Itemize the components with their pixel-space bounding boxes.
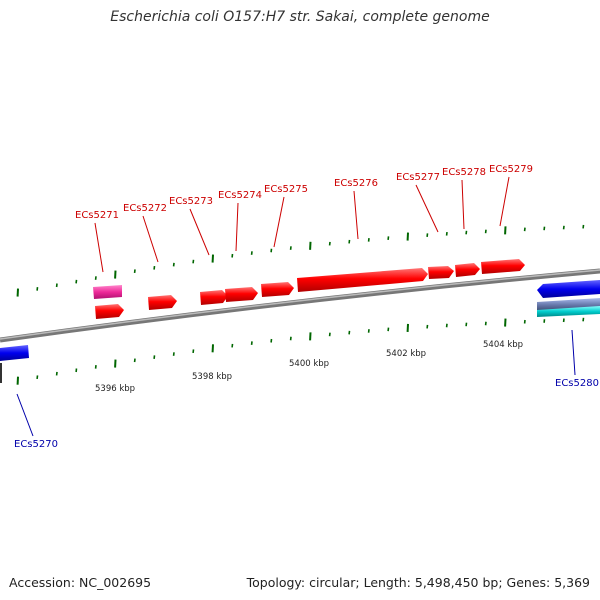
position-label: 5404 kbp <box>483 340 523 350</box>
leader-line <box>142 215 159 263</box>
gene-arrow[interactable] <box>537 306 600 317</box>
gene-label-leaders <box>16 176 576 437</box>
gene-arrow[interactable] <box>428 266 454 279</box>
leader-line <box>94 222 104 273</box>
gene-arrow[interactable] <box>537 280 600 298</box>
leader-line <box>16 393 34 437</box>
genome-backbone <box>0 268 600 343</box>
leader-line <box>571 329 576 376</box>
gene-label[interactable]: ECs5279 <box>489 164 533 175</box>
gene-arrow[interactable] <box>481 259 525 274</box>
gene-label[interactable]: ECs5271 <box>75 210 119 221</box>
leader-line <box>353 190 359 240</box>
gene-label[interactable]: ECs5272 <box>123 203 167 214</box>
leader-line <box>235 202 239 252</box>
leader-line <box>415 184 439 233</box>
gene-arrow[interactable] <box>0 363 2 383</box>
gene-arrow[interactable] <box>261 282 294 297</box>
gene-arrow[interactable] <box>93 285 122 299</box>
gene-label[interactable]: ECs5276 <box>334 178 378 189</box>
gene-label[interactable]: ECs5274 <box>218 190 262 201</box>
reverse-genes <box>0 280 600 383</box>
gene-label[interactable]: ECs5280 <box>555 378 599 389</box>
gene-label[interactable]: ECs5278 <box>442 167 486 178</box>
position-label: 5398 kbp <box>192 372 232 382</box>
gene-label[interactable]: ECs5270 <box>14 439 58 450</box>
forward-genes <box>93 259 525 319</box>
gene-arrow[interactable] <box>297 268 428 292</box>
position-label: 5400 kbp <box>289 359 329 369</box>
gene-label[interactable]: ECs5273 <box>169 196 213 207</box>
gene-arrow[interactable] <box>200 290 228 305</box>
leader-line <box>499 176 510 227</box>
outer-tick-marks <box>16 224 585 297</box>
position-label: 5396 kbp <box>95 384 135 394</box>
gene-arrow[interactable] <box>225 287 258 302</box>
inner-tick-marks <box>16 317 585 385</box>
gene-arrow[interactable] <box>0 345 29 361</box>
gene-label[interactable]: ECs5275 <box>264 184 308 195</box>
gene-arrow[interactable] <box>95 304 124 319</box>
position-label: 5402 kbp <box>386 349 426 359</box>
genome-title: Escherichia coli O157:H7 str. Sakai, com… <box>110 9 490 25</box>
leader-line <box>189 208 210 256</box>
gene-arrow[interactable] <box>148 295 177 310</box>
leader-line <box>273 196 285 248</box>
accession-text: Accession: NC_002695 <box>9 575 152 590</box>
gene-label[interactable]: ECs5277 <box>396 172 440 183</box>
gene-arrow[interactable] <box>455 263 480 277</box>
genome-summary-text: Topology: circular; Length: 5,498,450 bp… <box>246 575 590 590</box>
leader-line <box>461 179 465 230</box>
position-labels: 5396 kbp 5398 kbp 5400 kbp 5402 kbp 5404 kbp <box>95 340 523 394</box>
